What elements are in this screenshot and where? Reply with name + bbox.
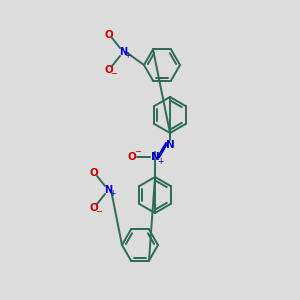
- Text: N: N: [151, 152, 159, 162]
- Text: N: N: [166, 140, 174, 150]
- Text: O: O: [90, 203, 98, 213]
- Text: O: O: [128, 152, 136, 162]
- Text: O: O: [105, 30, 113, 40]
- Text: −: −: [110, 70, 118, 79]
- Text: −: −: [95, 208, 103, 217]
- Text: N: N: [119, 47, 127, 57]
- Text: +: +: [124, 52, 130, 61]
- Text: O: O: [105, 65, 113, 75]
- Text: N: N: [104, 185, 112, 195]
- Text: +: +: [157, 157, 163, 166]
- Text: +: +: [109, 190, 115, 199]
- Text: −: −: [134, 148, 142, 157]
- Text: O: O: [90, 168, 98, 178]
